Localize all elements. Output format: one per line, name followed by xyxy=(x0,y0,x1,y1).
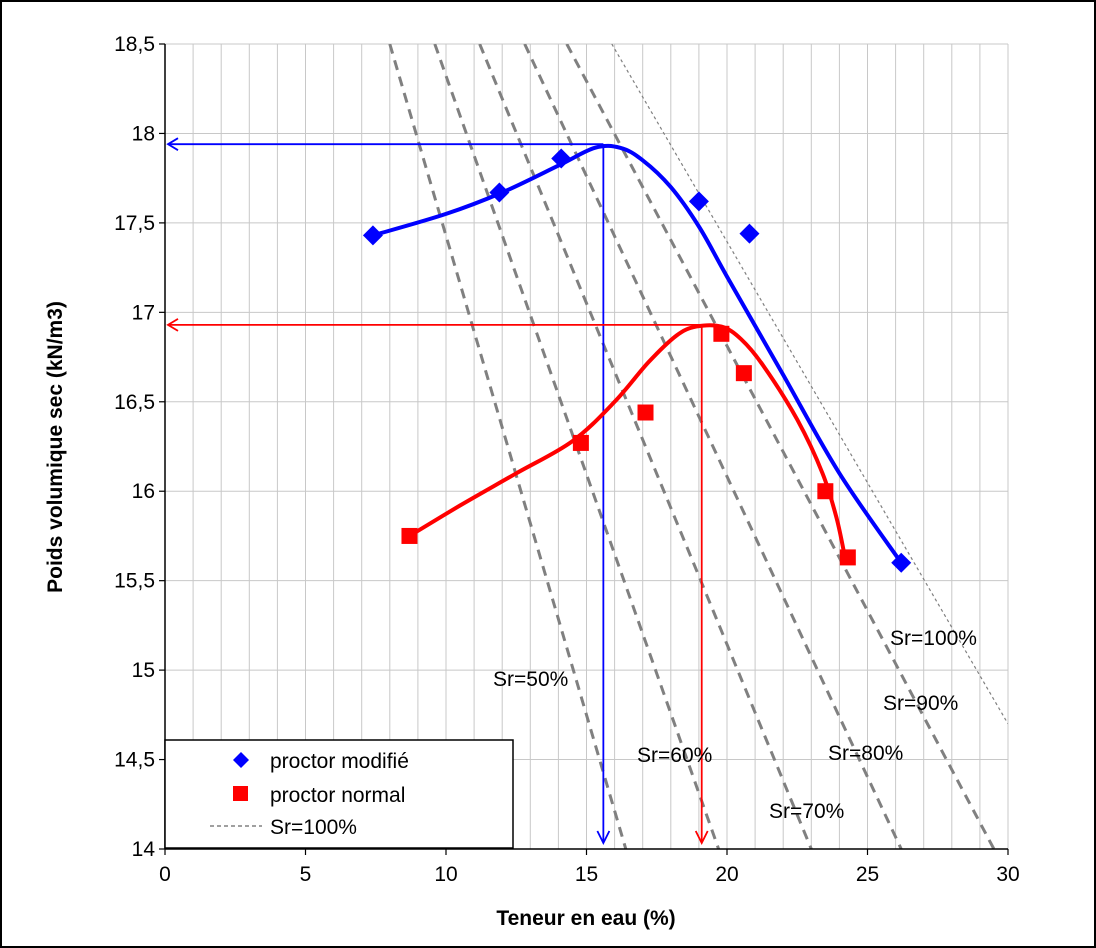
data-point-diamond xyxy=(891,552,912,573)
data-point-square xyxy=(817,483,834,500)
y-tick-label: 14 xyxy=(132,838,156,861)
data-point-diamond xyxy=(739,223,760,244)
x-tick-label: 20 xyxy=(715,863,738,886)
data-point-diamond xyxy=(688,191,709,212)
y-tick-label: 15 xyxy=(132,659,155,682)
tick-labels: 0 5 10 15 20 25 30 14 14,5 15 15,5 16 16,5 17 17,5 18 18… xyxy=(114,33,1020,886)
legend-diamond-marker xyxy=(233,752,249,768)
y-tick-label: 14,5 xyxy=(114,749,155,772)
saturation-curve-line xyxy=(611,44,1008,725)
optimum-lines xyxy=(166,137,709,846)
sr-80-label: Sr=80% xyxy=(828,742,903,765)
legend-square-marker xyxy=(233,786,248,801)
legend: proctor modifié proctor normal Sr=100% xyxy=(164,739,514,849)
x-tick-label: 30 xyxy=(996,863,1019,886)
data-point-square xyxy=(713,325,730,342)
x-tick-label: 0 xyxy=(159,863,171,886)
y-axis-title: Poids volumique sec (kN/m3) xyxy=(44,301,67,593)
legend-label-proctor-normal: proctor normal xyxy=(270,784,405,807)
x-axis-title: Teneur en eau (%) xyxy=(496,907,675,930)
legend-label-proctor-modifie: proctor modifié xyxy=(270,750,409,773)
data-points xyxy=(362,148,912,573)
sr-100-label: Sr=100% xyxy=(890,627,977,650)
legend-label-sr100: Sr=100% xyxy=(270,816,357,839)
data-point-diamond xyxy=(489,182,510,203)
optimum-arrow-head xyxy=(166,318,179,332)
x-tick-label: 10 xyxy=(434,863,457,886)
data-point-square xyxy=(572,434,589,451)
legend-box xyxy=(164,739,514,849)
data-point-diamond xyxy=(362,225,383,246)
y-tick-label: 17 xyxy=(132,301,155,324)
y-tick-label: 16 xyxy=(132,480,155,503)
y-tick-label: 17,5 xyxy=(114,212,155,235)
fit-curve-square xyxy=(408,323,847,558)
data-point-diamond xyxy=(551,148,572,169)
optimum-arrow-head xyxy=(596,830,611,846)
axes xyxy=(159,43,1009,855)
x-tick-label: 25 xyxy=(856,863,879,886)
data-point-square xyxy=(839,549,856,566)
saturation-curve-line xyxy=(523,44,903,849)
data-point-square xyxy=(637,404,654,421)
data-point-square xyxy=(735,365,752,382)
y-tick-label: 18 xyxy=(132,122,155,145)
optimum-arrow-head xyxy=(166,137,179,151)
x-tick-label: 5 xyxy=(300,863,312,886)
x-tick-label: 15 xyxy=(575,863,598,886)
y-tick-label: 18,5 xyxy=(114,33,155,56)
sr-50-label: Sr=50% xyxy=(493,668,568,691)
y-tick-label: 15,5 xyxy=(114,570,155,593)
data-point-square xyxy=(401,527,418,544)
sr-70-label: Sr=70% xyxy=(769,800,844,823)
sr-90-label: Sr=90% xyxy=(883,692,958,715)
saturation-curve-line xyxy=(388,44,628,849)
sr-60-label: Sr=60% xyxy=(637,744,712,767)
y-tick-label: 16,5 xyxy=(114,391,155,414)
optimum-arrow-head xyxy=(694,830,709,846)
